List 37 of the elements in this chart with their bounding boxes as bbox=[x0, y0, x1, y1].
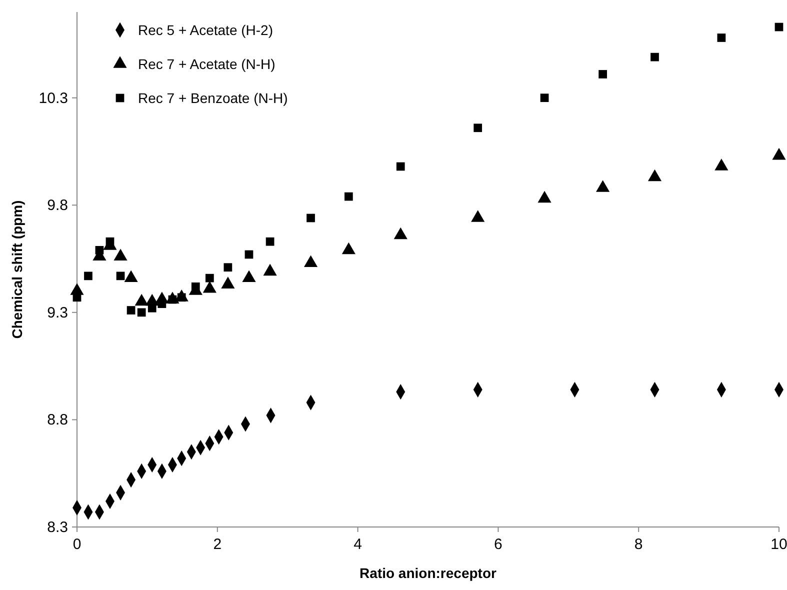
point bbox=[116, 272, 125, 280]
point bbox=[84, 272, 92, 280]
point bbox=[396, 162, 405, 171]
point bbox=[650, 52, 659, 62]
point bbox=[191, 282, 200, 291]
y-axis-title: Chemical shift (ppm) bbox=[9, 200, 25, 339]
legend-label: Rec 7 + Benzoate (N-H) bbox=[138, 90, 288, 106]
point bbox=[106, 237, 114, 246]
x-tick-label: 8 bbox=[634, 536, 643, 553]
point bbox=[306, 214, 315, 222]
point bbox=[177, 293, 186, 302]
point bbox=[266, 237, 274, 246]
legend-label: Rec 5 + Acetate (H-2) bbox=[138, 22, 274, 38]
y-tick-label: 8.3 bbox=[47, 519, 68, 536]
point bbox=[205, 274, 214, 282]
point bbox=[126, 306, 136, 314]
x-tick-label: 6 bbox=[494, 536, 502, 553]
point bbox=[717, 34, 726, 42]
legend-label: Rec 7 + Acetate (N-H) bbox=[138, 56, 276, 72]
point bbox=[344, 192, 353, 201]
x-tick-label: 2 bbox=[213, 536, 222, 553]
x-tick-label: 4 bbox=[354, 536, 362, 553]
x-axis-title: Ratio anion:receptor bbox=[360, 565, 497, 581]
y-tick-label: 10.3 bbox=[38, 90, 68, 107]
point bbox=[598, 70, 607, 78]
point bbox=[244, 250, 254, 259]
y-tick-label: 9.3 bbox=[47, 304, 68, 322]
x-tick-label: 0 bbox=[72, 536, 82, 553]
point bbox=[540, 94, 549, 102]
point bbox=[95, 246, 104, 254]
point bbox=[224, 263, 232, 272]
y-tick-label: 9.8 bbox=[47, 197, 68, 214]
point bbox=[774, 22, 784, 32]
x-tick-label: 10 bbox=[770, 536, 787, 553]
point bbox=[474, 124, 482, 132]
y-tick-label: 8.8 bbox=[47, 412, 68, 429]
point bbox=[137, 308, 146, 317]
